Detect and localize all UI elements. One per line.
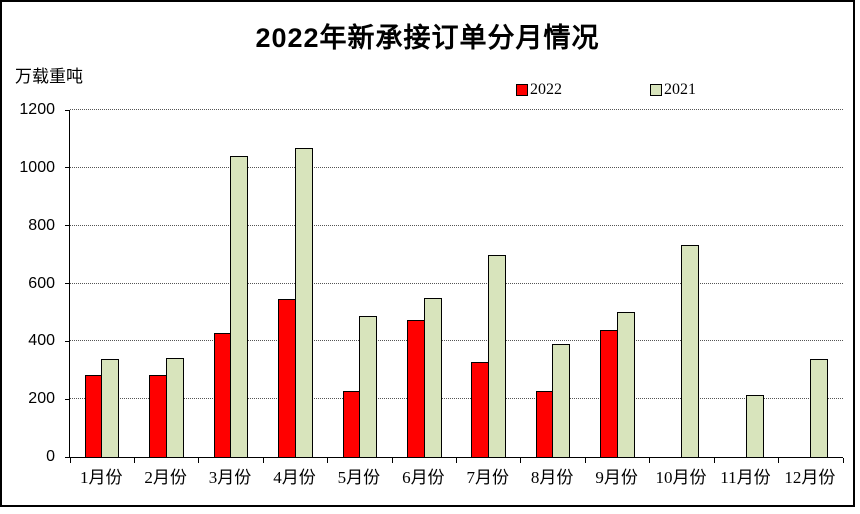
- bar-group-8月份: [521, 110, 585, 457]
- x-tick-mark: [713, 458, 715, 463]
- bar-group-10月份: [650, 110, 714, 457]
- legend-swatch-2021-icon: [650, 84, 662, 96]
- x-tick-mark: [198, 458, 200, 463]
- bar-2022-8月份: [535, 390, 554, 457]
- x-axis-label-12月份: 12月份: [784, 468, 836, 487]
- bar-2021-1月份: [101, 358, 120, 457]
- y-tick-mark: [65, 340, 70, 342]
- x-tick-mark: [778, 458, 780, 463]
- bar-2022-6月份: [407, 319, 426, 457]
- bar-group-1月份: [70, 110, 134, 457]
- bar-group-4月份: [263, 110, 327, 457]
- y-axis-labels: 0 200 400 600 800 1000 1200: [2, 102, 61, 465]
- bar-group-11月份: [714, 110, 778, 457]
- bars-row: [70, 110, 843, 457]
- gridline-1000: [70, 166, 843, 168]
- y-tick-mark: [65, 456, 70, 458]
- x-axis-label-1月份: 1月份: [79, 468, 123, 487]
- x-tick-mark: [456, 458, 457, 463]
- x-tick-mark: [327, 458, 329, 463]
- x-axis-label-5月份: 5月份: [337, 468, 381, 487]
- x-tick-mark: [133, 458, 135, 463]
- bar-2022-3月份: [213, 332, 232, 457]
- x-axis-label-6月份: 6月份: [402, 468, 445, 487]
- y-axis-label-1000: 1000: [19, 158, 55, 176]
- x-tick-mark: [584, 458, 586, 463]
- bar-2022-5月份: [342, 391, 361, 457]
- bar-2022-4月份: [278, 298, 297, 457]
- bar-2021-5月份: [359, 315, 378, 457]
- gridline-200: [70, 398, 843, 400]
- bar-2022-9月份: [600, 329, 619, 457]
- gridline-600: [70, 282, 843, 284]
- bar-2021-7月份: [487, 254, 506, 457]
- x-axis-label-10月份: 10月份: [655, 468, 707, 487]
- bar-2021-11月份: [745, 394, 764, 457]
- bar-2021-10月份: [681, 245, 700, 457]
- bar-2022-2月份: [149, 374, 168, 457]
- x-tick-mark: [649, 458, 651, 463]
- x-tick-mark: [391, 458, 393, 463]
- x-axis-label-8月份: 8月份: [530, 468, 574, 487]
- bar-2021-6月份: [423, 297, 442, 457]
- legend-label-2021: 2021: [664, 81, 696, 98]
- y-tick-mark: [65, 109, 70, 111]
- x-tick-mark: [520, 458, 522, 463]
- x-axis-label-2月份: 2月份: [144, 468, 187, 487]
- x-axis-label-11月份: 11月份: [720, 468, 771, 487]
- bar-2021-8月份: [552, 344, 571, 457]
- x-tick-mark: [842, 458, 844, 463]
- y-axis-label-200: 200: [28, 390, 55, 408]
- legend-item-2021: 2021: [650, 82, 696, 98]
- bar-2021-12月份: [810, 358, 829, 457]
- bar-2022-1月份: [84, 375, 103, 457]
- y-tick-mark: [65, 225, 70, 227]
- x-axis-labels: 1月份 2月份 3月份 4月份 5月份 6月份 7月份 8月份 9月份 10月份 11月份 12月份: [69, 463, 842, 488]
- legend-item-2022: 2022: [516, 82, 562, 98]
- bar-group-12月份: [779, 110, 843, 457]
- gridline-800: [70, 224, 843, 226]
- chart-title: 2022年新承接订单分月情况: [255, 23, 600, 53]
- y-tick-mark: [65, 167, 70, 169]
- bar-group-9月份: [585, 110, 649, 457]
- y-axis-label-800: 800: [28, 216, 55, 234]
- bar-2021-2月份: [165, 357, 184, 457]
- y-axis-label-400: 400: [28, 332, 55, 350]
- x-axis-label-4月份: 4月份: [273, 468, 316, 487]
- x-tick-mark: [69, 458, 71, 463]
- gridline-400: [70, 340, 843, 342]
- x-axis-label-7月份: 7月份: [466, 468, 509, 487]
- y-axis-label-600: 600: [28, 274, 55, 292]
- bar-group-6月份: [392, 110, 456, 457]
- bar-2021-4月份: [294, 148, 313, 457]
- bar-group-5月份: [328, 110, 392, 457]
- bar-2021-9月份: [616, 311, 635, 457]
- gridline-1200: [70, 109, 843, 110]
- bar-group-3月份: [199, 110, 263, 457]
- y-axis-label-0: 0: [46, 448, 55, 465]
- y-tick-mark: [65, 283, 70, 284]
- legend-label-2022: 2022: [530, 81, 562, 98]
- x-tick-mark: [262, 458, 264, 463]
- legend-swatch-2022-icon: [516, 84, 528, 96]
- y-axis-label-1200: 1200: [19, 101, 55, 118]
- bar-group-2月份: [134, 110, 198, 457]
- bar-2021-3月份: [230, 156, 249, 457]
- y-axis-unit-label: 万载重吨: [15, 67, 83, 86]
- x-axis-label-9月份: 9月份: [595, 468, 638, 487]
- y-tick-mark: [65, 398, 70, 400]
- bar-group-7月份: [457, 110, 521, 457]
- bar-2022-7月份: [471, 362, 490, 457]
- plot-area: [65, 109, 844, 463]
- x-axis-label-3月份: 3月份: [208, 468, 252, 487]
